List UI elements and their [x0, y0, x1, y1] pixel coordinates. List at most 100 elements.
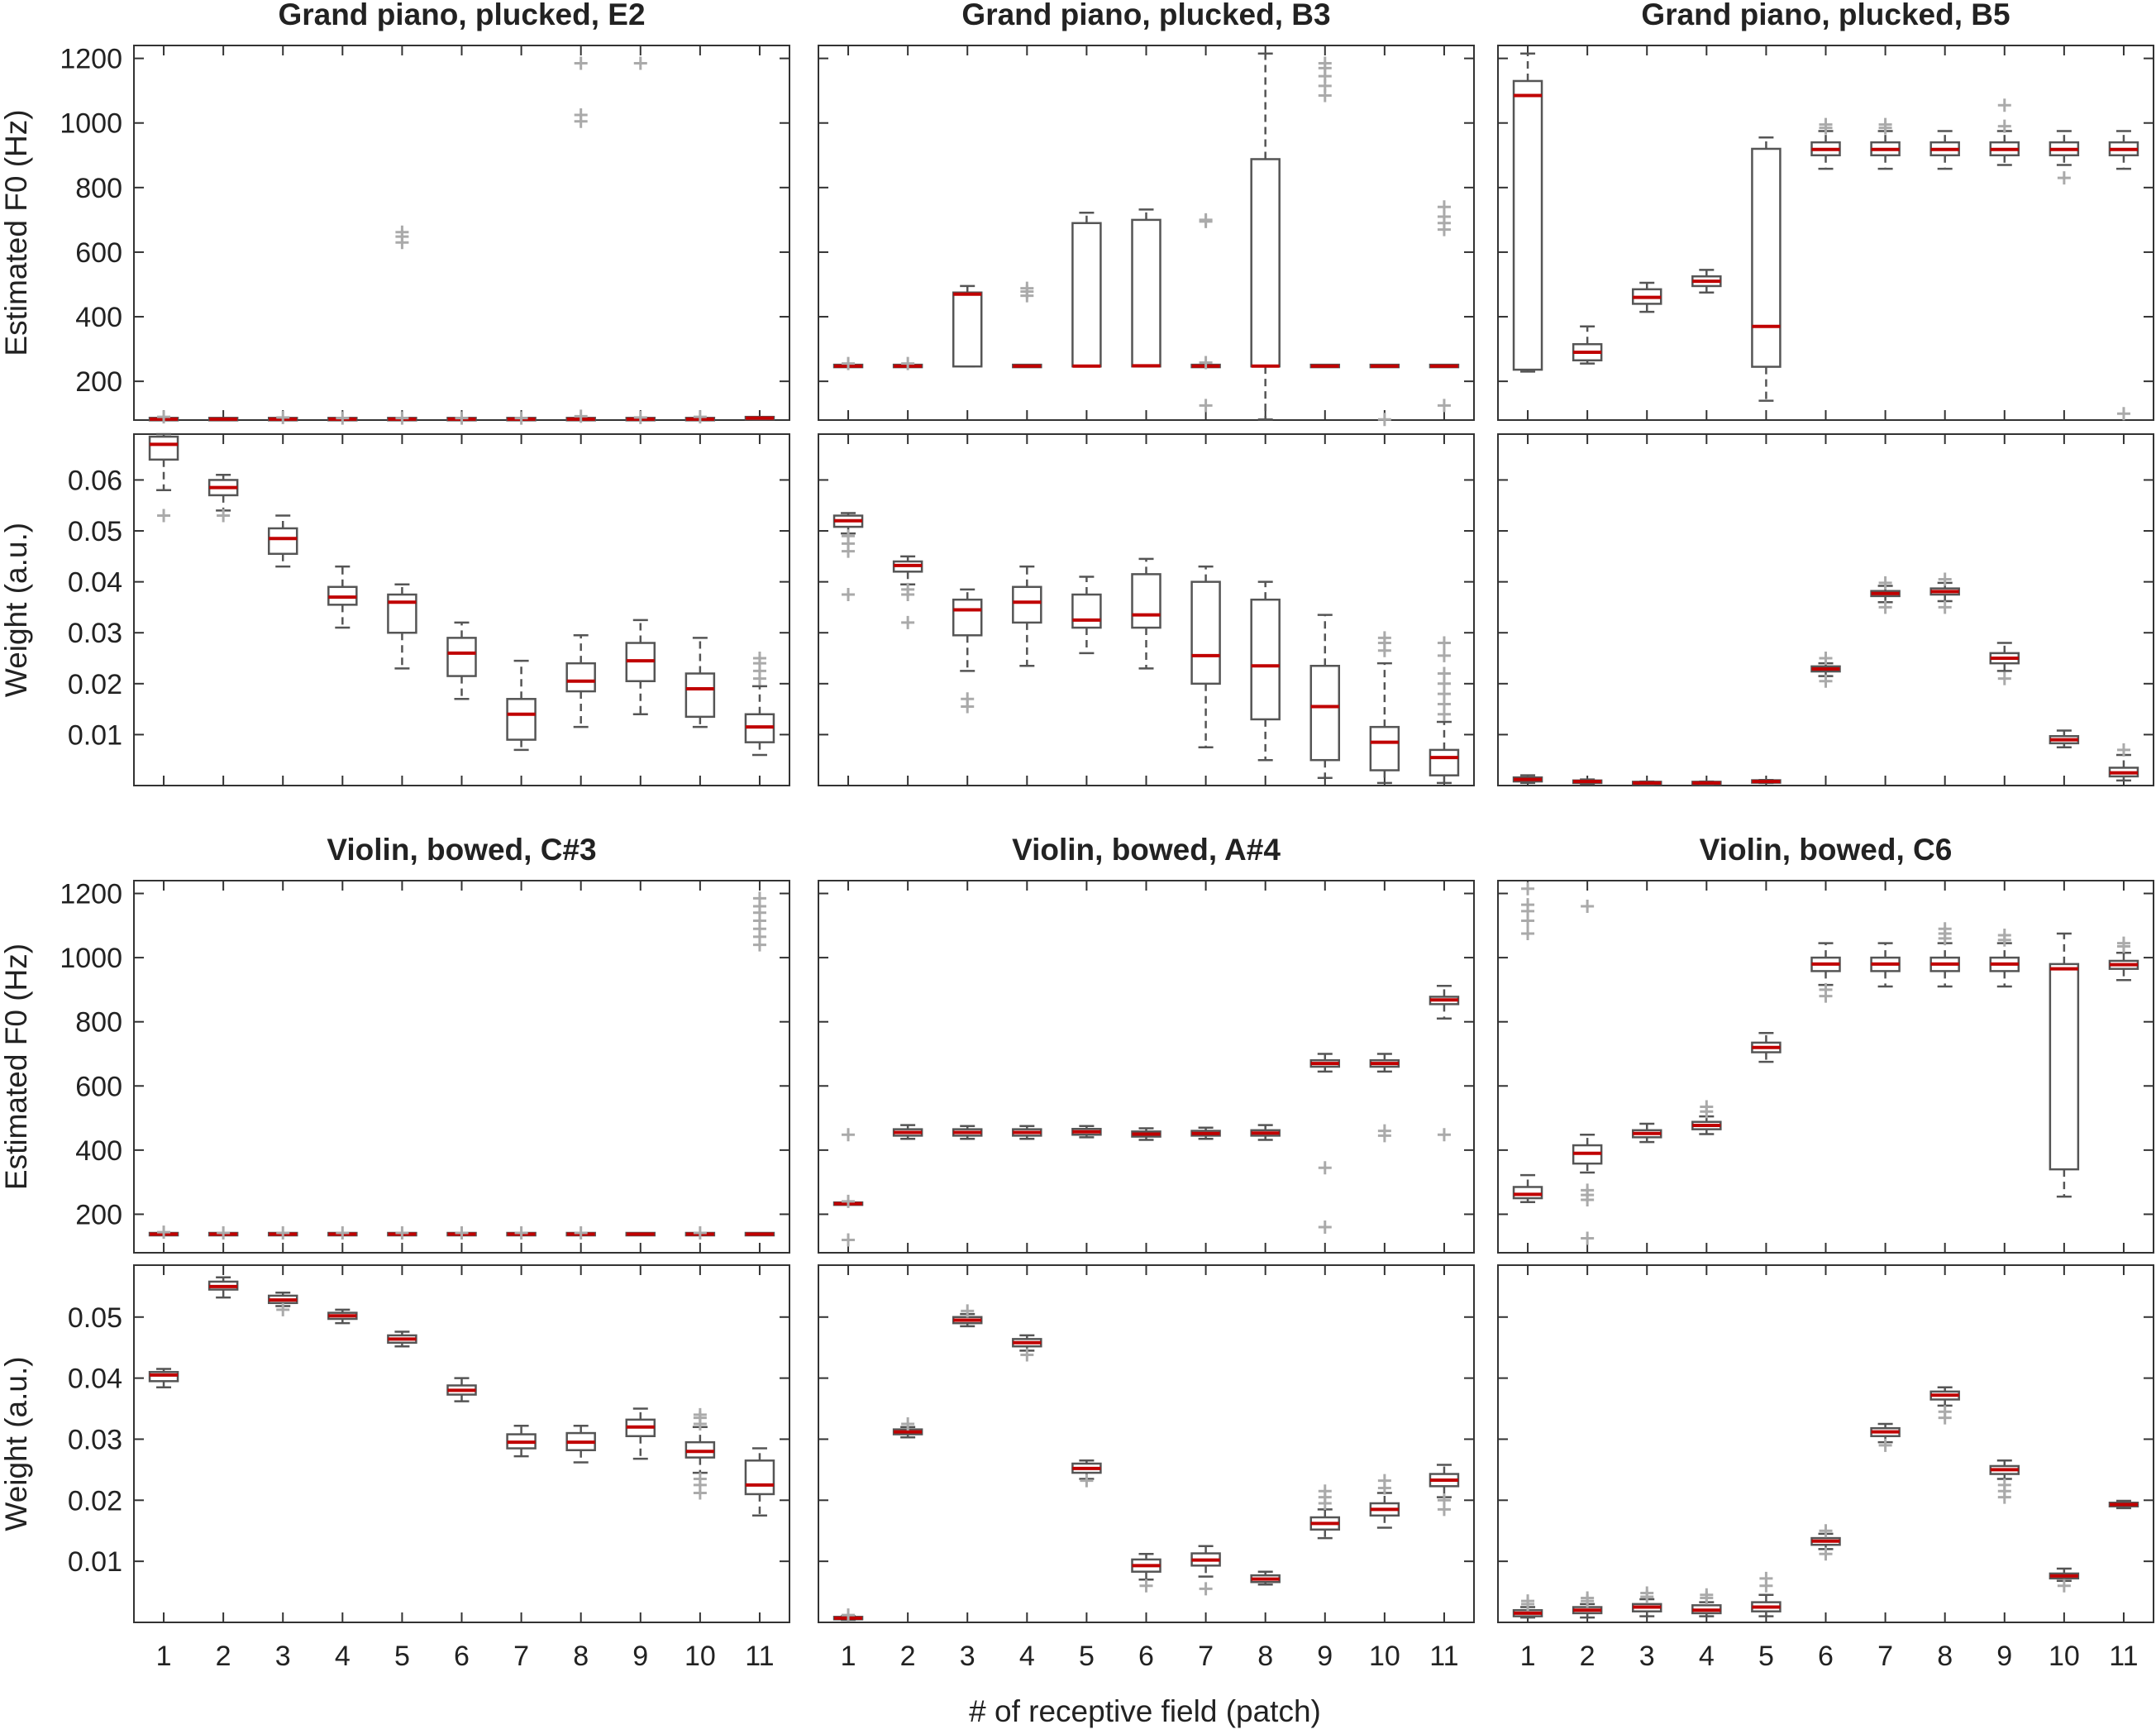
box-10	[684, 410, 716, 424]
y-axis-label: Weight (a.u.)	[0, 1356, 33, 1531]
box-10	[684, 637, 716, 728]
box-iqr	[1190, 580, 1221, 685]
outlier-marker	[1759, 1571, 1773, 1585]
outlier-marker	[1819, 652, 1833, 666]
box-2	[207, 417, 239, 422]
outlier-marker	[157, 509, 171, 523]
x-tick-label: 7	[1198, 1641, 1214, 1672]
box-9	[1309, 56, 1341, 369]
box-1	[148, 410, 179, 424]
box-6	[1810, 652, 1841, 688]
box-7	[1870, 942, 1901, 988]
box-4	[1691, 1100, 1722, 1135]
outlier-marker	[1437, 200, 1451, 214]
box-iqr	[1131, 218, 1161, 368]
outlier-marker	[693, 410, 707, 424]
x-tick-label: 7	[1877, 1641, 1893, 1672]
box-3	[267, 514, 298, 568]
x-tick-label: 3	[1639, 1641, 1655, 1672]
y-tick-label: 600	[75, 1071, 122, 1102]
outlier-marker	[693, 1472, 707, 1486]
box-9	[1989, 928, 2020, 988]
outlier-marker	[842, 1194, 856, 1208]
box-4	[1012, 1334, 1042, 1362]
box-3	[952, 1304, 983, 1328]
box-3	[267, 410, 298, 424]
x-tick-label: 10	[684, 1641, 716, 1672]
box-6	[1131, 1127, 1161, 1141]
outlier-marker	[693, 1407, 707, 1421]
outlier-marker	[633, 56, 647, 70]
box-2	[892, 555, 923, 629]
outlier-marker	[455, 411, 469, 425]
x-tick-label: 6	[1818, 1641, 1834, 1672]
chart-title: Grand piano, plucked, B5	[1641, 0, 2010, 31]
outlier-marker	[574, 107, 588, 122]
box-1	[1512, 774, 1543, 785]
y-tick-label: 800	[75, 173, 122, 204]
x-tick-label: 3	[960, 1641, 975, 1672]
y-tick-label: 1200	[60, 44, 122, 75]
outlier-marker	[1938, 1405, 1952, 1419]
subplot-f0	[1497, 880, 2154, 1254]
box-5	[1751, 778, 1782, 785]
y-tick-label: 0.02	[68, 669, 122, 700]
box-2	[1572, 1591, 1603, 1619]
box-8	[1250, 1124, 1281, 1141]
outlier-marker	[1819, 674, 1833, 688]
outlier-marker	[1020, 1348, 1034, 1362]
box-5	[387, 1225, 417, 1240]
box-iqr	[446, 637, 477, 677]
outlier-marker	[1581, 1183, 1595, 1197]
box-1	[148, 432, 179, 523]
y-tick-label: 1000	[60, 943, 122, 974]
y-tick-label: 400	[75, 1135, 122, 1167]
box-3	[1631, 1586, 1662, 1617]
x-tick-label: 1	[156, 1641, 172, 1672]
box-6	[1131, 1553, 1161, 1593]
box-7	[1190, 1545, 1221, 1596]
outlier-marker	[1819, 117, 1833, 131]
chart-panel-2: Grand piano, plucked, B3	[818, 0, 1475, 786]
outlier-marker	[1997, 1478, 2011, 1492]
box-8	[1250, 580, 1281, 762]
box-11	[2108, 1499, 2139, 1510]
box-10	[1369, 1474, 1400, 1529]
box-7	[1870, 117, 1901, 170]
box-7	[1190, 213, 1221, 413]
x-tick-label: 5	[394, 1641, 410, 1672]
box-10	[2049, 729, 2080, 749]
box-1	[832, 356, 864, 370]
outlier-marker	[842, 1128, 856, 1142]
box-11	[1429, 636, 1460, 785]
box-9	[625, 1231, 656, 1237]
box-3	[952, 588, 983, 714]
box-11	[1429, 984, 1460, 1142]
subplot-f0: 200 400 600 800 1000 1200 Estimated F0 (Hz)	[0, 879, 790, 1254]
box-8	[1929, 572, 1960, 614]
outlier-marker	[1318, 1161, 1332, 1175]
box-iqr	[148, 435, 179, 461]
outlier-marker	[1377, 413, 1391, 427]
x-tick-label: 2	[216, 1641, 231, 1672]
box-2	[892, 1124, 923, 1140]
outlier-marker	[1199, 213, 1213, 227]
box-6	[446, 621, 477, 700]
box-8	[1929, 1386, 1960, 1425]
chart-title: Violin, bowed, C#3	[327, 833, 596, 867]
box-iqr	[1250, 598, 1281, 721]
box-1	[1512, 52, 1543, 373]
box-9	[1309, 1053, 1341, 1234]
outlier-marker	[1819, 1547, 1833, 1561]
box-9	[1989, 642, 2020, 685]
y-tick-label: 1200	[60, 879, 122, 910]
box-iqr	[1512, 1186, 1543, 1200]
outlier-marker	[2116, 936, 2130, 950]
outlier-marker	[574, 409, 588, 423]
box-11	[2108, 743, 2139, 782]
outlier-marker	[2057, 1579, 2071, 1593]
outlier-marker	[901, 582, 915, 596]
box-5	[1071, 212, 1102, 368]
x-tick-label: 8	[1257, 1641, 1273, 1672]
outlier-marker	[1521, 927, 1535, 941]
